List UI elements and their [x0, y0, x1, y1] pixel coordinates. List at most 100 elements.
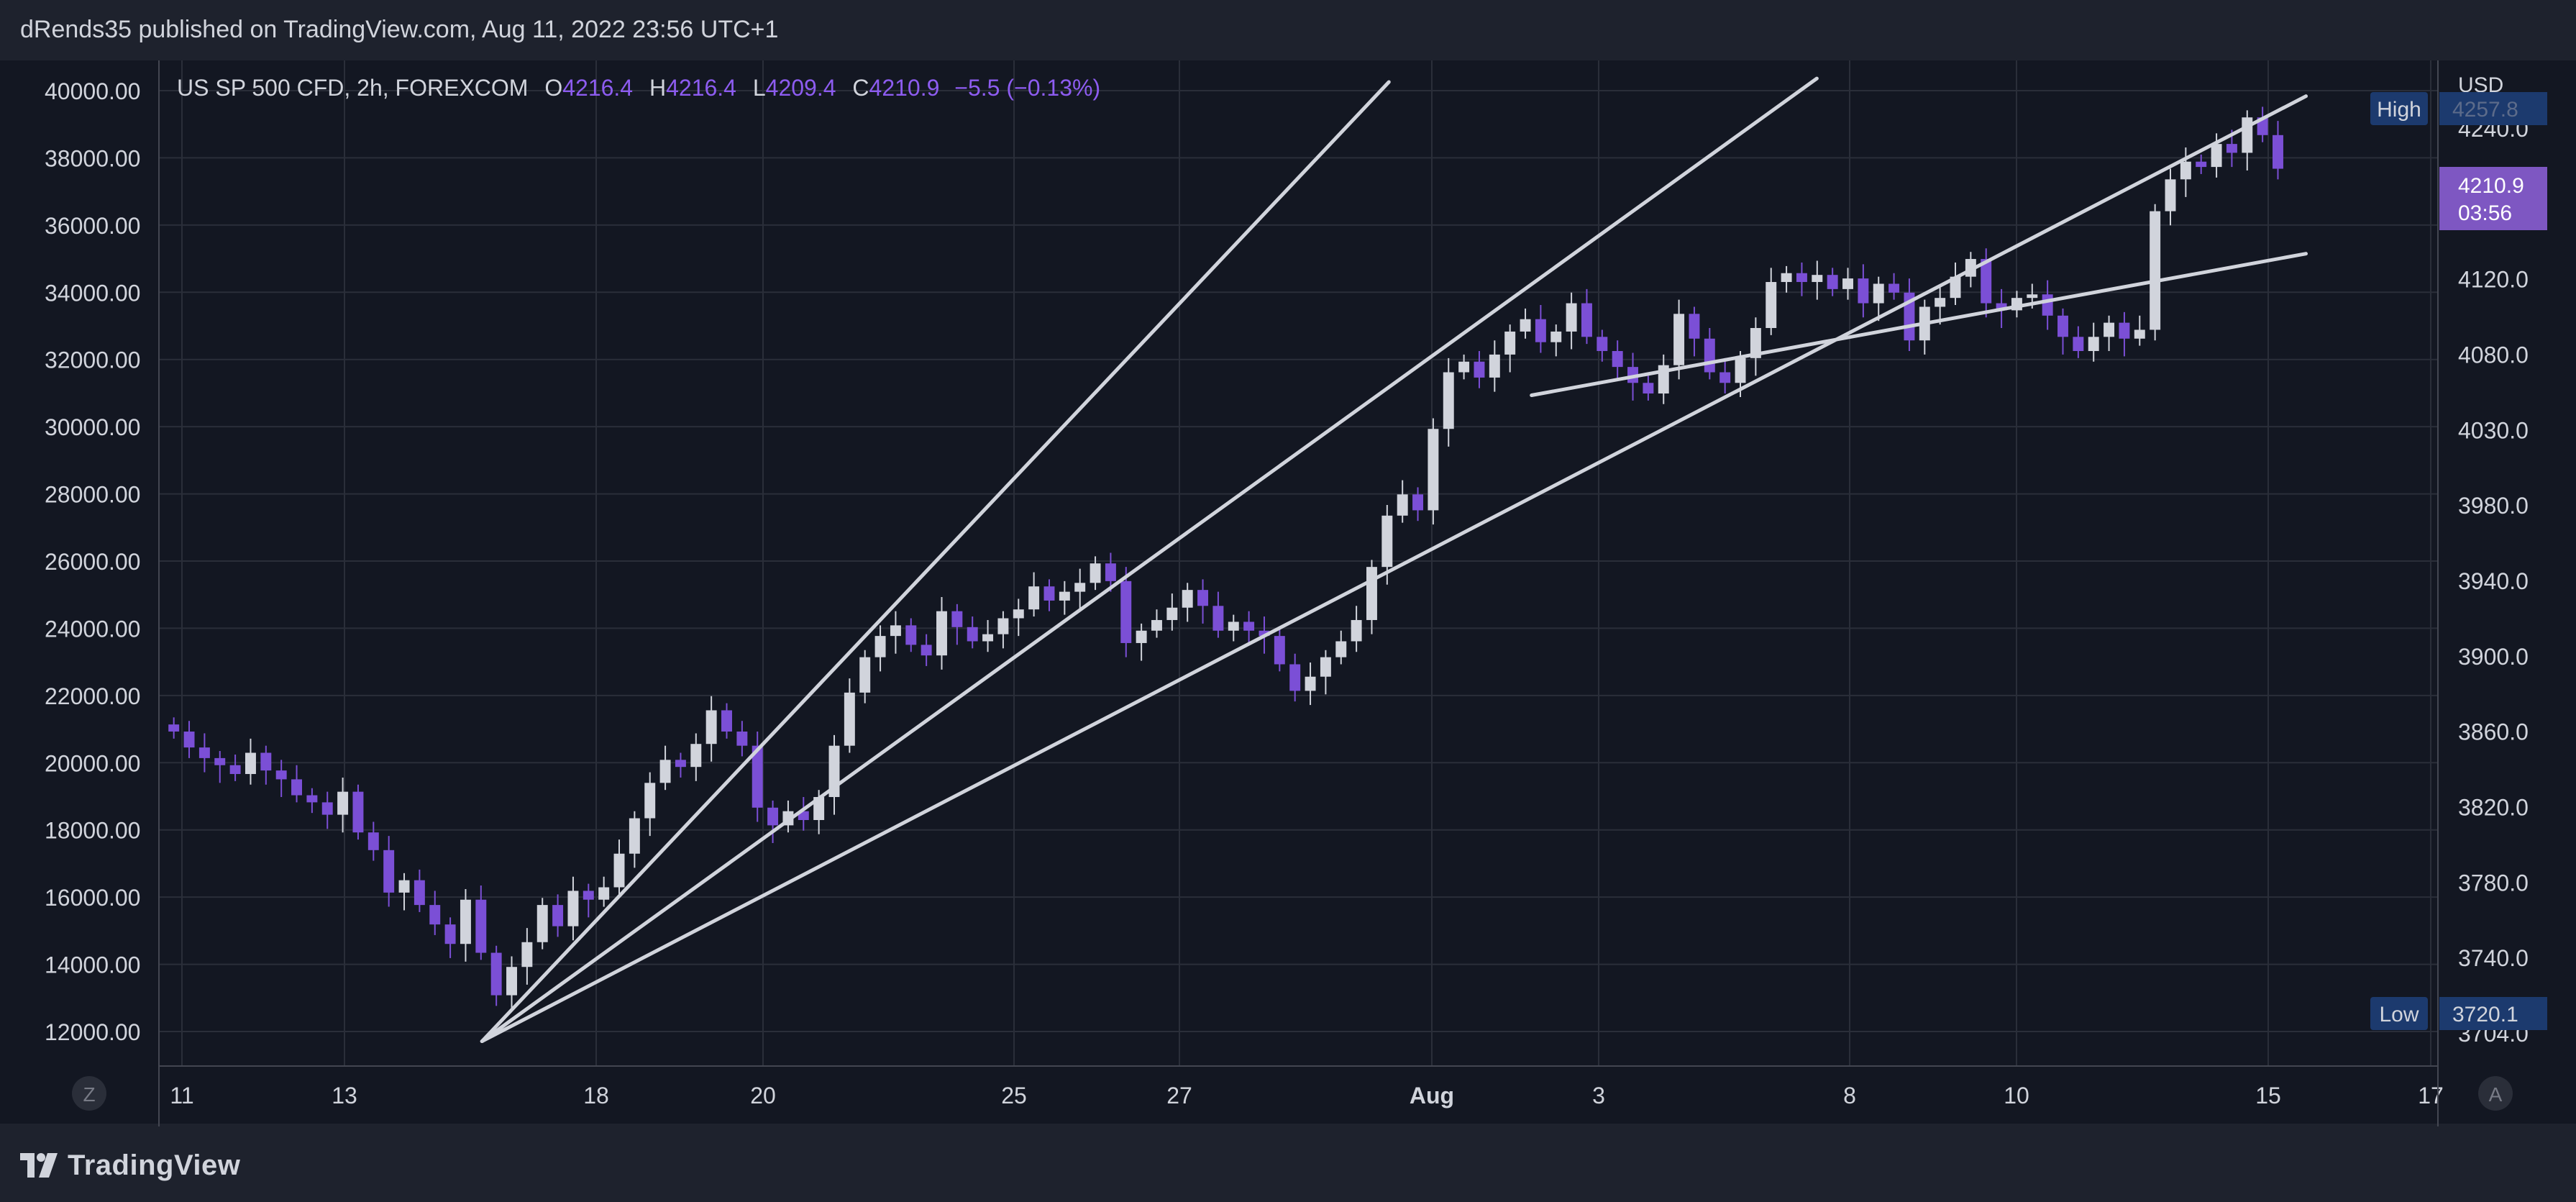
- trendline-1: [480, 80, 1391, 1044]
- candle-body: [1566, 303, 1577, 332]
- high-value-text: 4257.8: [2452, 98, 2518, 122]
- low-value-badge: [2439, 997, 2547, 1030]
- candle-body: [951, 611, 963, 627]
- candle-body: [2104, 322, 2115, 337]
- candle-body: [2196, 161, 2207, 168]
- candle-body: [2042, 294, 2053, 316]
- auto-scale-a-label: A: [2489, 1083, 2503, 1106]
- right-axis-tick-label: 3820.0: [2458, 795, 2529, 821]
- candle-body: [1305, 676, 1316, 691]
- candle-body: [536, 905, 548, 942]
- low-label-text: Low: [2379, 1003, 2419, 1026]
- auto-scale-a-button: [2478, 1076, 2513, 1111]
- right-axis-tick-label: 3780.0: [2458, 870, 2529, 896]
- candle-body: [1719, 372, 1731, 383]
- candle-body: [613, 853, 625, 888]
- candle-body: [844, 692, 855, 746]
- candle-body: [2088, 337, 2099, 351]
- candle-body: [1013, 609, 1024, 619]
- candle-body: [2180, 161, 2191, 180]
- candle-body: [2057, 315, 2068, 337]
- candle-body: [260, 752, 272, 771]
- candle-body: [414, 880, 425, 906]
- candle-body: [1120, 580, 1132, 643]
- candle-body: [2027, 294, 2038, 299]
- legend-change: −5.5 (−0.13%): [954, 75, 1101, 101]
- x-axis-tick-label: Aug: [1410, 1083, 1454, 1108]
- candle-body: [1612, 350, 1623, 368]
- symbol-legend: US SP 500 CFD, 2h, FOREXCOM O4216.4 H421…: [177, 75, 1100, 101]
- last-price-text: 4210.9: [2458, 174, 2524, 198]
- candle-body: [2150, 211, 2161, 330]
- candle-body: [1105, 563, 1116, 581]
- x-axis-tick-label: 17: [2418, 1083, 2444, 1108]
- legend-symbol[interactable]: US SP 500 CFD, 2h, FOREXCOM: [177, 75, 529, 101]
- candle-body: [475, 899, 487, 953]
- candle-body: [521, 942, 533, 967]
- legend-h-label: H: [649, 75, 667, 101]
- publish-line: dRends35 published on TradingView.com, A…: [20, 16, 779, 43]
- candle-body: [275, 770, 287, 780]
- high-label-badge: [2370, 92, 2428, 125]
- candle-body: [183, 731, 195, 748]
- left-axis-tick-label: 22000.00: [45, 683, 140, 709]
- legend-l-value: 4209.4: [765, 75, 836, 101]
- candle-body: [1474, 361, 1485, 378]
- x-axis-tick-label: 10: [2004, 1083, 2029, 1108]
- candle-body: [982, 634, 994, 642]
- legend-c-value: 4210.9: [869, 75, 940, 101]
- candle-body: [1443, 372, 1454, 429]
- candle-body: [1059, 591, 1070, 601]
- candle-body: [1243, 622, 1255, 631]
- left-axis-tick-label: 40000.00: [45, 78, 140, 104]
- candle-body: [752, 745, 763, 808]
- candle-body: [921, 645, 932, 656]
- candle-body: [1351, 619, 1362, 642]
- last-price-countdown: 03:56: [2458, 201, 2512, 225]
- candle-body: [1320, 657, 1331, 677]
- candle-body: [1489, 354, 1500, 378]
- right-axis-tick-label: 3940.0: [2458, 568, 2529, 594]
- candle-body: [1981, 259, 1992, 304]
- candle-body: [1858, 278, 1869, 304]
- candle-body: [874, 636, 886, 657]
- candle-body: [306, 795, 318, 803]
- legend-o-label: O: [544, 75, 563, 101]
- candle-body: [1935, 298, 1946, 307]
- candle-body: [890, 625, 901, 637]
- candle-body: [2134, 329, 2145, 339]
- candle-body: [659, 760, 671, 783]
- left-axis-tick-label: 12000.00: [45, 1019, 140, 1045]
- candle-body: [813, 797, 825, 820]
- right-axis-tick-label: 4030.0: [2458, 417, 2529, 443]
- candle-body: [2119, 322, 2130, 339]
- plot-background: [0, 60, 2576, 1124]
- x-axis-tick-label: 15: [2255, 1083, 2281, 1108]
- candle-body: [2073, 337, 2084, 351]
- auto-scale-z-label: Z: [83, 1083, 95, 1106]
- candle-body: [429, 905, 441, 925]
- candle-body: [2211, 144, 2222, 168]
- candle-body: [1781, 273, 1792, 283]
- candle-body: [214, 757, 226, 765]
- candle-body: [997, 618, 1009, 634]
- candle-body: [736, 731, 748, 746]
- last-price-badge: [2439, 167, 2547, 230]
- candle-body: [629, 818, 640, 854]
- candle-body: [1597, 337, 1608, 351]
- candle-body: [1750, 328, 1761, 358]
- candle-body: [690, 744, 702, 768]
- candle-body: [1397, 494, 1408, 516]
- x-axis-tick-label: 8: [1843, 1083, 1856, 1108]
- footer-brand-text: TradingView: [68, 1149, 241, 1181]
- candle-body: [321, 802, 333, 815]
- candle-body: [598, 887, 610, 900]
- candle-body: [506, 967, 517, 996]
- candle-body: [1704, 338, 1715, 373]
- tradingview-logo-icon: [20, 1153, 58, 1178]
- candle-body: [552, 905, 564, 926]
- candle-body: [1166, 607, 1178, 620]
- candle-body: [352, 791, 364, 833]
- candle-body: [490, 952, 502, 996]
